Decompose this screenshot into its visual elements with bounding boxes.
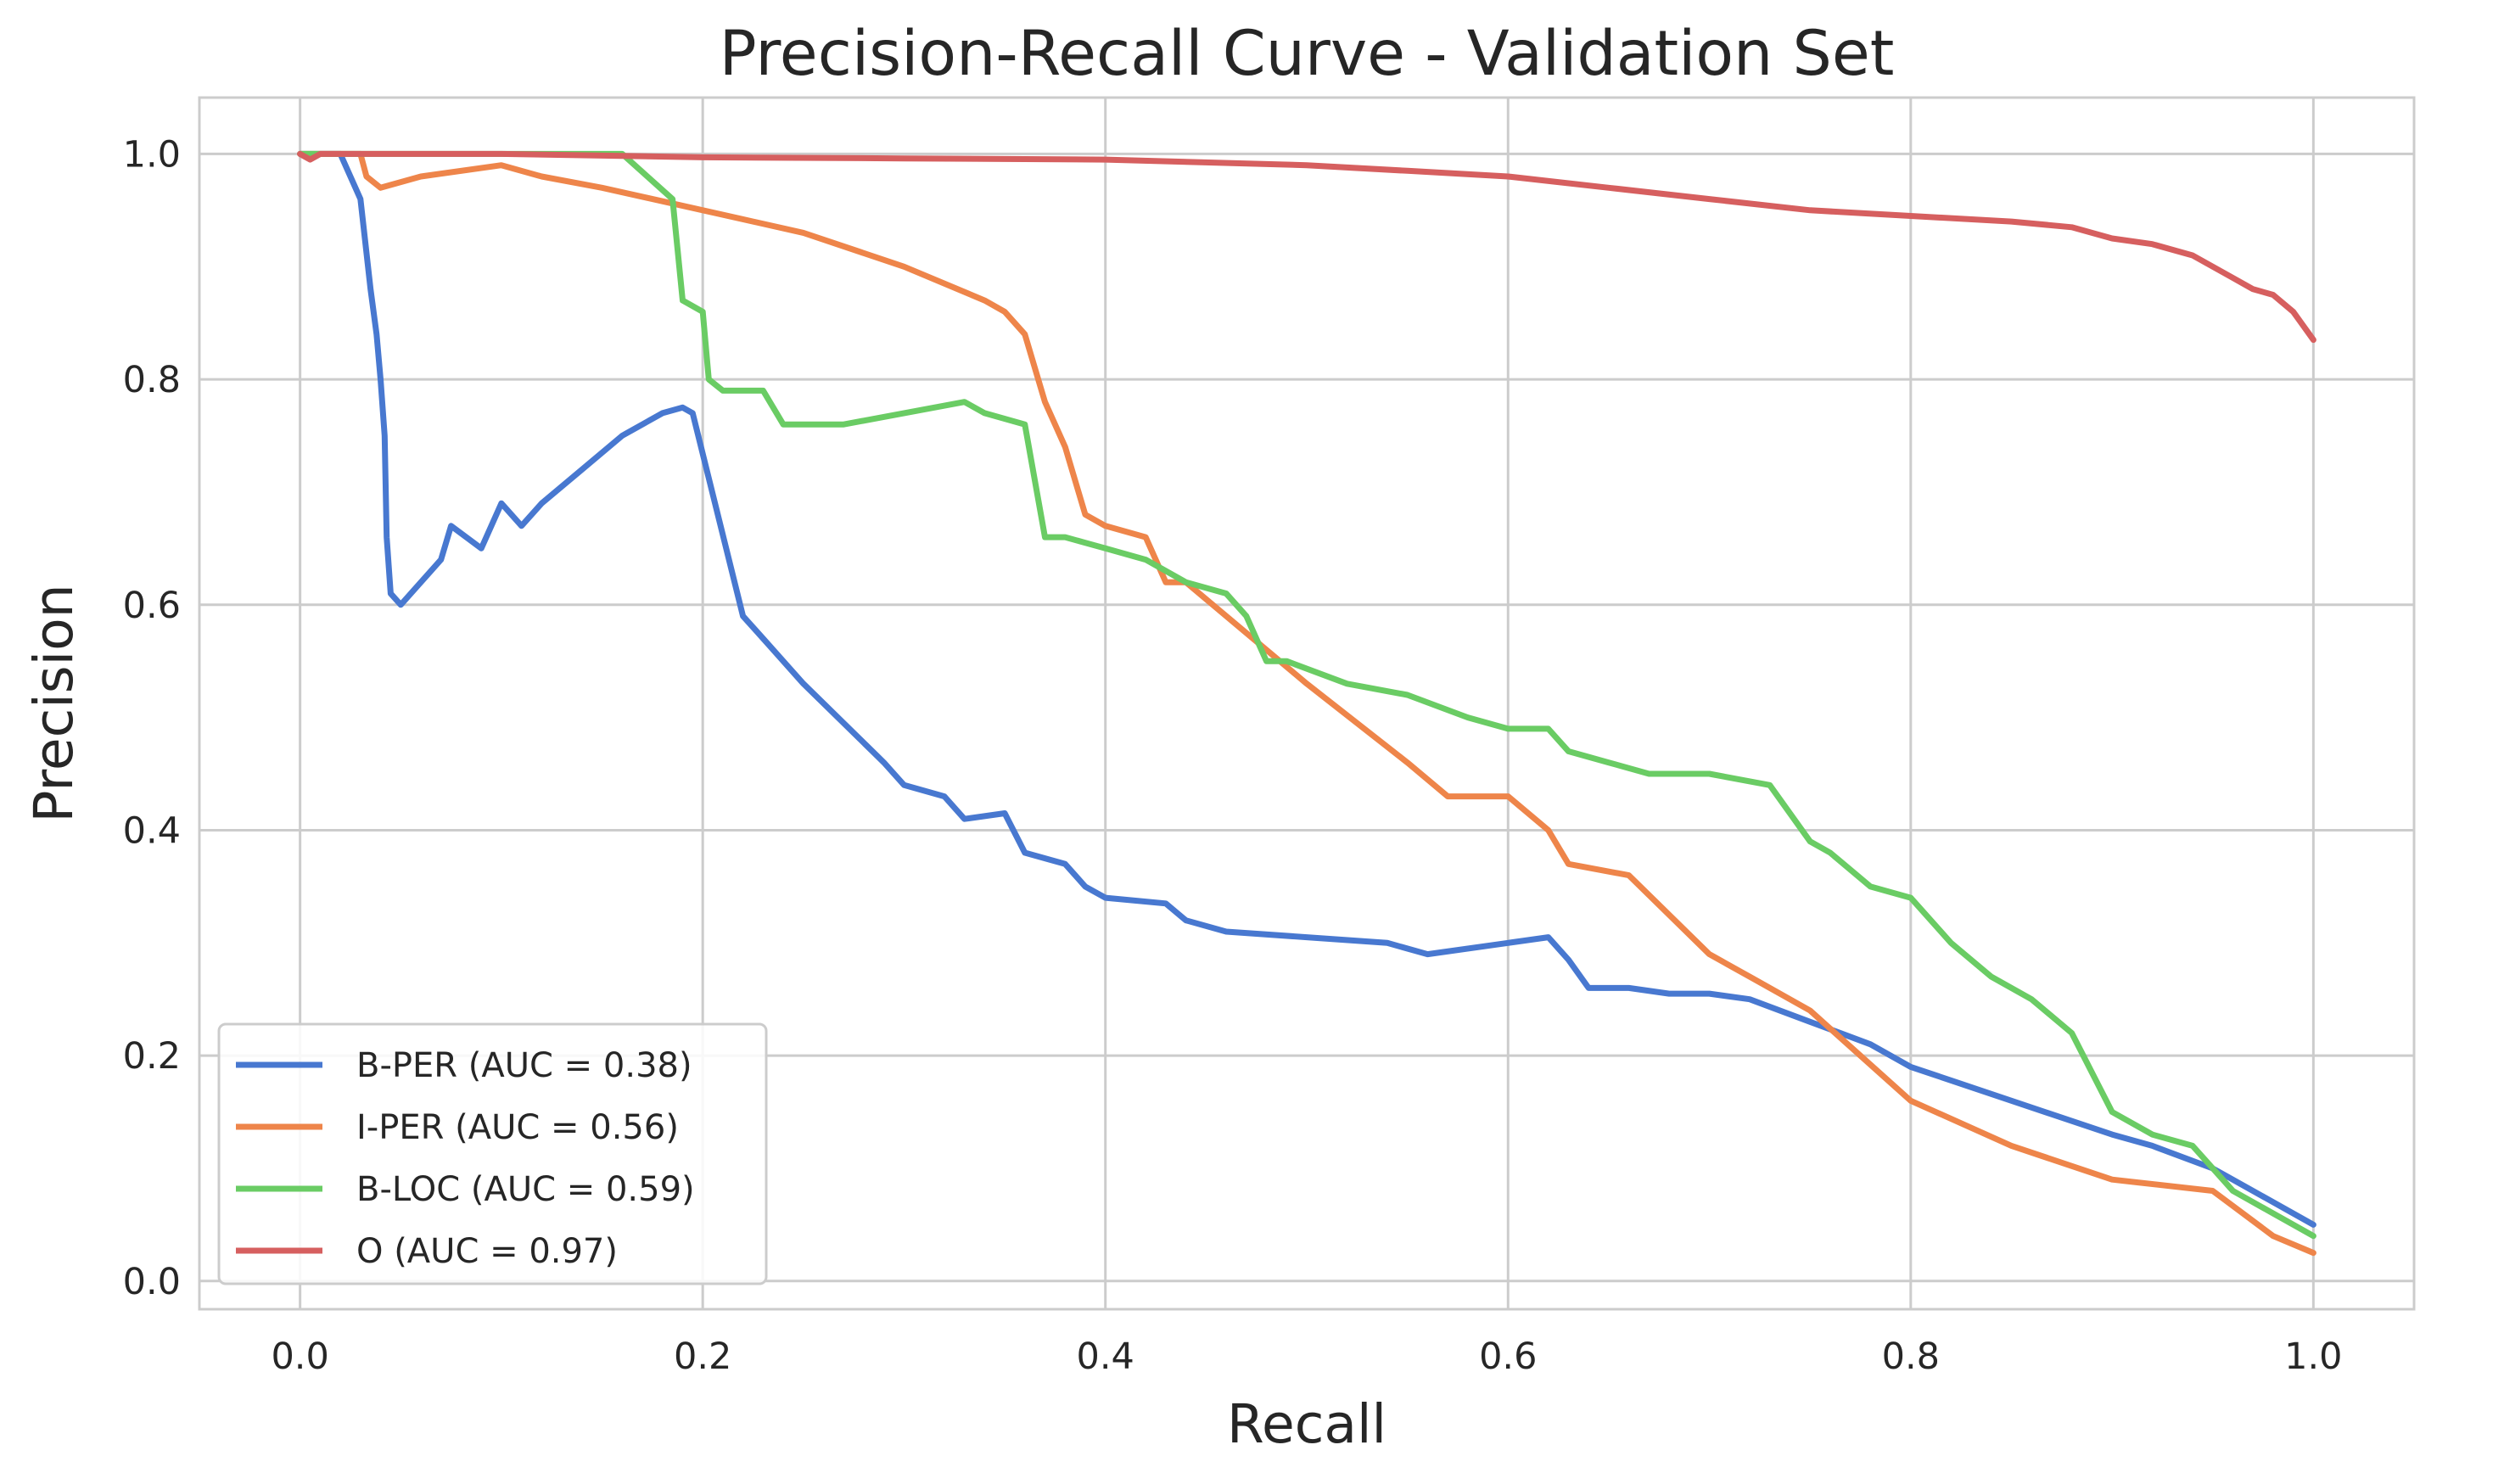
- x-tick-label: 0.6: [1479, 1336, 1537, 1378]
- series-line-2: [297, 150, 2316, 1257]
- y-tick-label: 0.0: [123, 1261, 181, 1303]
- series-line-1: [297, 150, 2316, 1228]
- x-tick-label: 0.8: [1882, 1336, 1940, 1378]
- series-line-3: [297, 150, 2316, 1240]
- x-tick-label: 0.4: [1077, 1336, 1134, 1378]
- x-tick-label: 1.0: [2284, 1336, 2342, 1378]
- legend: B-PER (AUC = 0.38) I-PER (AUC = 0.56) B-LO…: [217, 1022, 768, 1285]
- legend-label: B-LOC (AUC = 0.59): [356, 1170, 695, 1209]
- y-axis-label: Precision: [23, 584, 85, 822]
- legend-label: B-PER (AUC = 0.38): [356, 1046, 692, 1085]
- legend-box: [217, 1022, 768, 1285]
- series-line-4: [297, 150, 2316, 344]
- y-axis-ticks: 0.0 0.2 0.4 0.6 0.8 1.0: [123, 133, 181, 1302]
- y-tick-label: 0.2: [123, 1035, 181, 1078]
- x-tick-label: 0.0: [271, 1336, 328, 1378]
- series-layer: [297, 150, 2316, 1257]
- legend-label: I-PER (AUC = 0.56): [356, 1108, 679, 1147]
- y-tick-label: 0.8: [123, 359, 181, 401]
- chart-title: Precision-Recall Curve - Validation Set: [720, 18, 1895, 90]
- y-tick-label: 0.4: [123, 809, 181, 852]
- legend-label: O (AUC = 0.97): [356, 1232, 618, 1271]
- x-tick-label: 0.2: [674, 1336, 731, 1378]
- y-tick-label: 0.6: [123, 585, 181, 627]
- x-axis-label: Recall: [1227, 1393, 1386, 1455]
- y-tick-label: 1.0: [123, 133, 181, 176]
- x-axis-ticks: 0.0 0.2 0.4 0.6 0.8 1.0: [271, 1336, 2342, 1378]
- plot-frame: [198, 96, 2416, 1311]
